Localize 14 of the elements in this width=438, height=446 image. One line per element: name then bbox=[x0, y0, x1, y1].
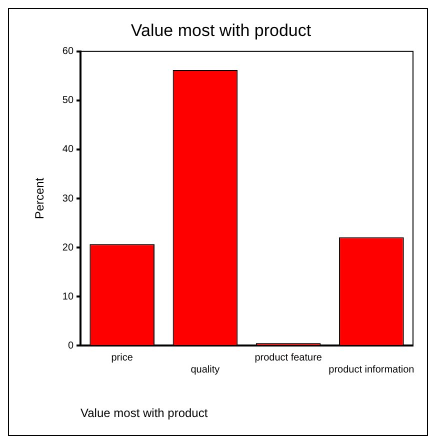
y-tick-label: 60 bbox=[62, 46, 74, 58]
y-tick-label: 30 bbox=[62, 193, 74, 204]
chart-title: Value most with product bbox=[130, 20, 312, 40]
x-tick-label: product information bbox=[328, 364, 414, 376]
y-tick-label: 40 bbox=[62, 144, 74, 156]
y-tick-label: 50 bbox=[62, 95, 74, 106]
x-tick-label: quality bbox=[190, 364, 220, 376]
x-tick-label: price bbox=[111, 352, 134, 364]
y-axis-title: Percent bbox=[32, 177, 47, 220]
x-tick-label: product feature bbox=[254, 352, 322, 364]
y-tick-label: 10 bbox=[62, 291, 74, 302]
x-axis-title: Value most with product bbox=[80, 406, 208, 420]
y-tick-label: 20 bbox=[62, 242, 74, 254]
y-tick-label: 0 bbox=[68, 340, 74, 352]
